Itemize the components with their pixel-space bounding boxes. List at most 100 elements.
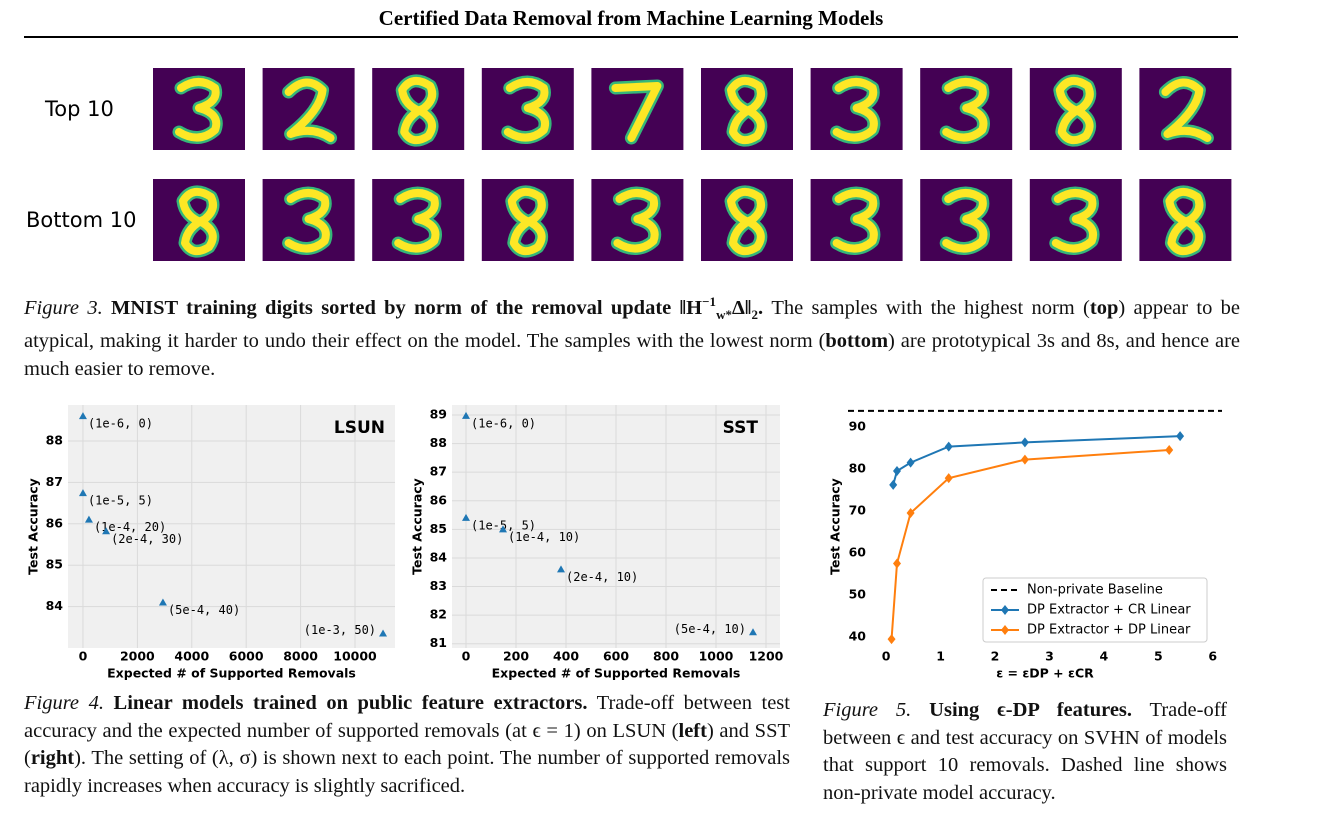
x-axis-label: Expected # of Supported Removals (107, 666, 356, 681)
point-label: (1e-6, 0) (471, 416, 536, 430)
point (158, 598, 167, 606)
caption-run: Trade-off between ϵ and test accuracy on… (823, 699, 1227, 804)
caption-run: ) appear to be atypical, making it harde… (24, 296, 1240, 353)
digit-stroke (394, 189, 440, 253)
x-tick-label: 5 (1154, 649, 1163, 664)
digit-image (481, 68, 574, 150)
row-label: Top 10 (44, 97, 114, 121)
caption-run: Figure 4. (24, 692, 104, 714)
caption-run: ) and SST ( (24, 719, 790, 770)
digit-stroke (727, 76, 765, 145)
digit-image (701, 179, 793, 261)
y-tick-label: 90 (849, 418, 867, 433)
digit-stroke (175, 78, 221, 142)
header-title: Certified Data Removal from Machine Lear… (379, 6, 884, 30)
x-tick-label: 0 (882, 649, 891, 664)
point (102, 527, 111, 535)
x-tick-label: 200 (503, 649, 529, 664)
digit-stroke (284, 78, 335, 142)
caption-run: Figure 3. (24, 296, 103, 319)
digit-image (920, 68, 1013, 150)
x-tick-label: 1000 (699, 649, 734, 664)
digit-stroke (727, 187, 765, 256)
x-tick-label: 800 (653, 649, 679, 664)
caption-run: −1 (702, 294, 717, 309)
x-tick-label: 3 (1045, 649, 1054, 664)
y-axis-label: Test Accuracy (410, 478, 425, 575)
caption-run: top (1089, 296, 1119, 319)
point-label: (5e-4, 10) (674, 622, 746, 636)
y-tick-label: 86 (46, 515, 64, 530)
x-tick-label: 2000 (120, 649, 155, 664)
y-tick-label: 70 (849, 502, 867, 517)
y-tick-label: 83 (430, 578, 447, 593)
y-tick-label: 88 (46, 433, 63, 448)
digit-stroke (1051, 189, 1098, 253)
digit-image (1029, 68, 1122, 150)
figure4-caption: Figure 4. Linear models trained on publi… (24, 690, 790, 800)
digit-image (1139, 179, 1232, 261)
legend-label: DP Extractor + CR Linear (1027, 603, 1191, 618)
y-tick-label: 88 (430, 435, 447, 450)
digit-image (591, 68, 684, 150)
point-label: (1e-5, 5) (88, 494, 153, 508)
digit-stroke (1165, 187, 1204, 256)
digit-image (591, 179, 684, 261)
x-tick-label: 6 (1208, 649, 1217, 664)
point (892, 558, 901, 569)
y-tick-label: 80 (849, 460, 867, 475)
caption-run: The samples with the highest norm ( (763, 296, 1090, 319)
caption-run: . (757, 296, 764, 319)
x-tick-label: 6000 (229, 649, 264, 664)
digit-image (810, 68, 903, 150)
digit-image (262, 179, 355, 261)
point (944, 441, 953, 452)
digit-image (262, 68, 355, 150)
caption-run: right (30, 747, 75, 769)
caption-run: w* (716, 306, 732, 322)
caption-run: Using ϵ-DP features. (911, 699, 1133, 721)
caption-run: Linear models trained on public feature … (103, 692, 588, 714)
x-tick-label: 1200 (749, 649, 784, 664)
x-tick-label: 1 (936, 649, 945, 664)
digit-image (372, 68, 465, 150)
point (78, 489, 87, 497)
y-tick-label: 86 (430, 492, 448, 507)
y-tick-label: 85 (46, 557, 63, 572)
point (1165, 444, 1174, 455)
digit-stroke (832, 78, 878, 142)
digit-image (481, 179, 574, 261)
point (78, 412, 87, 420)
y-axis-label: Test Accuracy (828, 478, 843, 575)
y-tick-label: 84 (430, 549, 448, 564)
point (749, 628, 757, 636)
digit-stroke (611, 82, 662, 142)
point (462, 411, 470, 419)
y-tick-label: 85 (430, 521, 447, 536)
digit-stroke (1161, 78, 1212, 142)
x-tick-label: 8000 (283, 649, 318, 664)
point (557, 565, 565, 573)
caption-run: 2 (751, 306, 758, 322)
digit-stroke (503, 78, 550, 142)
caption-run: Δ‖ (731, 296, 752, 319)
caption-run: ) are prototypical 3s and 8s, and hence … (24, 330, 1240, 380)
point (889, 479, 898, 490)
y-tick-label: 87 (430, 464, 447, 479)
digit-stroke (179, 187, 217, 256)
y-tick-label: 50 (849, 587, 867, 602)
x-tick-label: 4 (1100, 649, 1109, 664)
series-line (892, 435, 1181, 486)
point (887, 634, 896, 645)
legend-box (982, 577, 1208, 643)
point (462, 513, 470, 521)
digit-stroke (1055, 76, 1094, 145)
point (906, 508, 915, 519)
digit-image (372, 179, 465, 261)
row-label: Bottom 10 (26, 208, 136, 232)
digit-stroke (507, 187, 546, 256)
y-tick-label: 84 (46, 598, 64, 613)
digit-image (153, 68, 245, 150)
